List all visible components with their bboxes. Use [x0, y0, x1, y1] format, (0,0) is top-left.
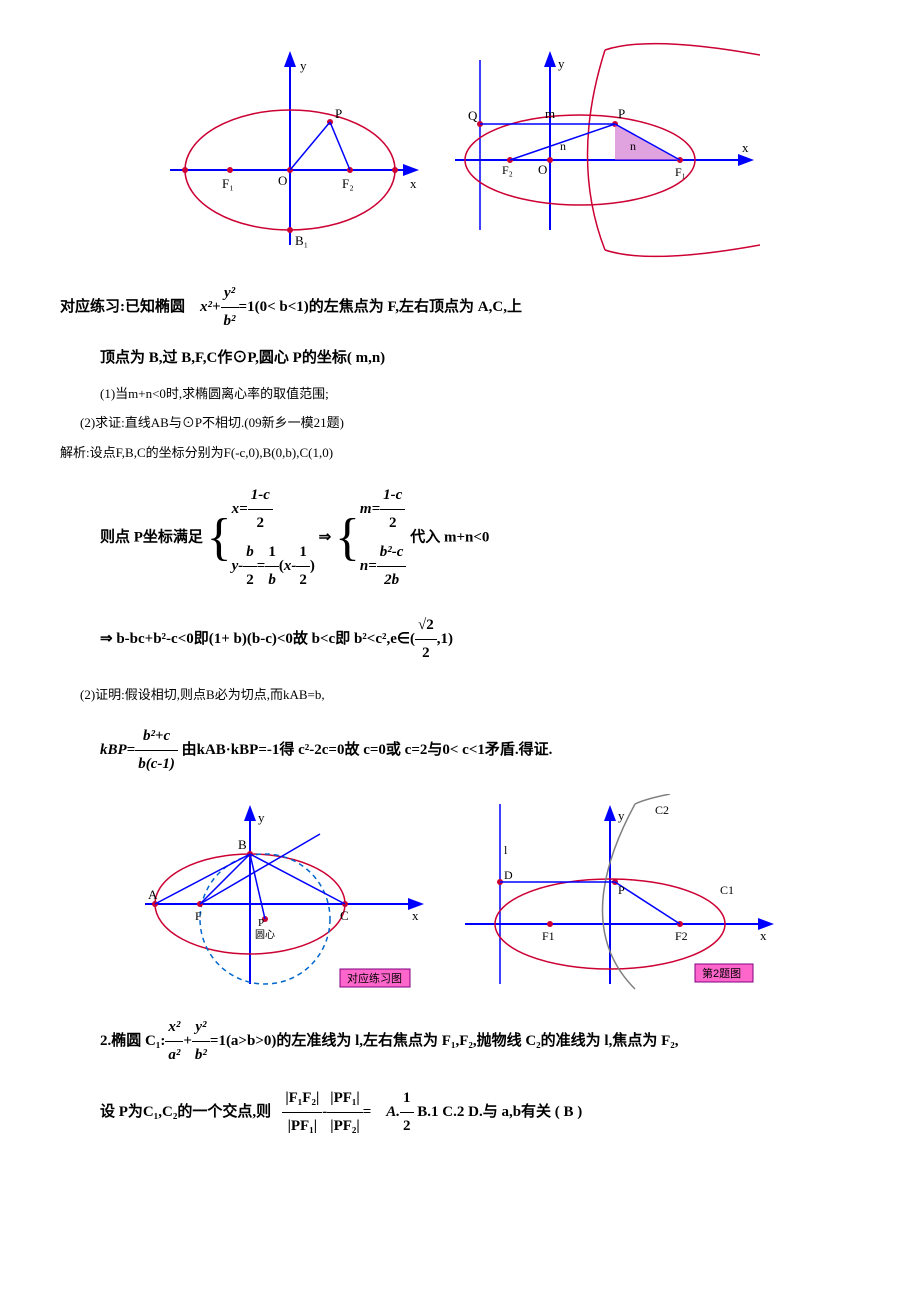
- svg-text:Q: Q: [468, 108, 478, 123]
- svg-text:C2: C2: [655, 803, 669, 817]
- svg-text:P: P: [258, 917, 264, 929]
- problem2-line1: 2.椭圆 C₁:x²a²+y²b²=1(a>b>0)的左准线为 l,左右焦点为 …: [100, 1014, 860, 1069]
- problem-sub2: (2)求证:直线AB与⊙P不相切.(09新乡一模21题): [80, 411, 860, 434]
- problem-statement-line1: 对应练习:已知椭圆 x²+y²b²=1(0< b<1)的左焦点为 F,左右顶点为…: [60, 280, 860, 335]
- math-block-2: ⇒ b-bc+b²-c<0即(1+ b)(b-c)<0故 b<c即 b²<c²,…: [100, 612, 860, 667]
- math-block-3: kBP=b²+cb(c-1) 由kAB·kBP=-1得 c²-2c=0故 c=0…: [100, 723, 860, 778]
- top-figures-row: y x P O F₁ F₂ B₁: [60, 40, 860, 260]
- proof-text: (2)证明:假设相切,则点B必为切点,而kAB=b,: [80, 683, 860, 706]
- math-block-1: 则点 P坐标满足 { x=1-c2 y-b2=1b(x-12) ⇒ { m=1-…: [100, 480, 860, 596]
- svg-text:y: y: [258, 810, 265, 825]
- svg-text:C1: C1: [720, 883, 734, 897]
- figure-4: y x l D P F1 F2 C1 C2 第2题图: [460, 794, 780, 994]
- svg-text:x: x: [742, 140, 749, 155]
- svg-text:P: P: [618, 106, 625, 121]
- bottom-figures-row: y x A B C F P 圆心 对应练习图: [60, 794, 860, 994]
- fig1-f1-label: F₁: [222, 176, 234, 191]
- svg-text:n: n: [630, 139, 636, 153]
- svg-text:y: y: [558, 56, 565, 71]
- svg-text:P: P: [618, 883, 625, 897]
- figure-1: y x P O F₁ F₂ B₁: [160, 40, 430, 260]
- problem-sub1: (1)当m+n<0时,求椭圆离心率的取值范围;: [100, 382, 860, 405]
- problem2-line2: 设 P为C₁,C₂的一个交点,则 |F₁F₂||PF₁|-|PF₁||PF₂|=…: [100, 1085, 860, 1140]
- problem-eq-rest: =1(0< b<1)的左焦点为 F,左右顶点为 A,C,上: [239, 299, 522, 315]
- svg-text:A: A: [148, 887, 158, 902]
- problem-eq-x2: x²+: [200, 299, 221, 315]
- svg-text:F: F: [195, 909, 202, 923]
- svg-text:F2: F2: [675, 929, 688, 943]
- svg-text:l: l: [504, 843, 508, 857]
- figure-2: y x Q m P O F₂ F₁ n n: [450, 40, 760, 260]
- fig1-p-label: P: [335, 106, 342, 121]
- fig1-f2-label: F₂: [342, 176, 354, 191]
- fig3-caption: 对应练习图: [347, 971, 402, 985]
- svg-text:x: x: [412, 908, 419, 923]
- svg-text:C: C: [340, 908, 349, 923]
- fig1-x-label: x: [410, 176, 417, 191]
- svg-text:n: n: [560, 139, 566, 153]
- svg-text:O: O: [538, 162, 547, 177]
- problem-statement-line2: 顶点为 B,过 B,F,C作⊙P,圆心 P的坐标( m,n): [100, 345, 860, 372]
- fig1-o-label: O: [278, 173, 287, 188]
- svg-text:x: x: [760, 928, 767, 943]
- svg-text:F₂: F₂: [502, 163, 513, 177]
- svg-text:D: D: [504, 868, 513, 882]
- svg-text:圆心: 圆心: [255, 929, 275, 941]
- figure-3: y x A B C F P 圆心 对应练习图: [140, 794, 440, 994]
- analysis-text: 解析:设点F,B,C的坐标分别为F(-c,0),B(0,b),C(1,0): [60, 441, 860, 464]
- svg-text:B: B: [238, 837, 247, 852]
- fig4-caption: 第2题图: [702, 966, 741, 980]
- fig1-b1-label: B₁: [295, 233, 308, 248]
- svg-text:F1: F1: [542, 929, 555, 943]
- fig1-y-label: y: [300, 58, 307, 73]
- problem-lead: 对应练习:已知椭圆: [60, 299, 185, 315]
- svg-text:m: m: [545, 106, 555, 121]
- svg-text:F₁: F₁: [675, 165, 686, 179]
- svg-text:y: y: [618, 808, 625, 823]
